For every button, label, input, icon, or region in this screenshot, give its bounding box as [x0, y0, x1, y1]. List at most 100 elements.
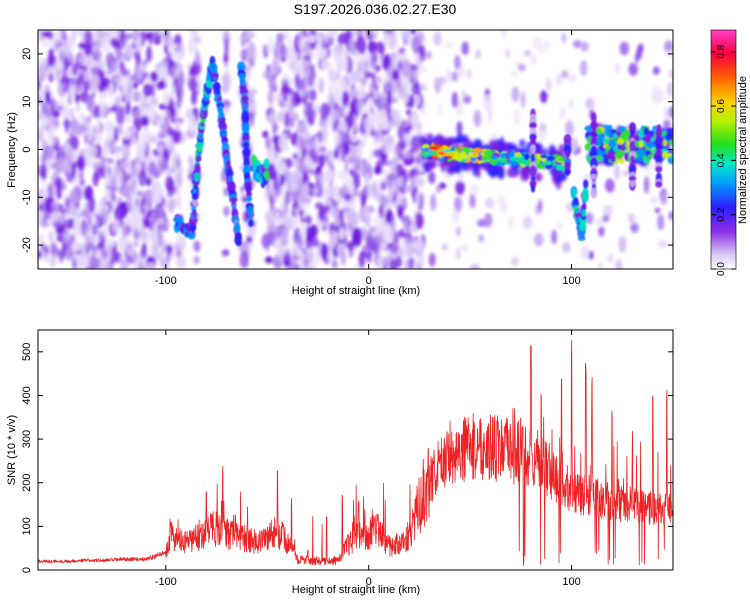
noise-blob: [111, 142, 117, 150]
noise-blob: [221, 249, 230, 257]
colorbar: 0.0 0.2 0.4 0.6 0.8 Normalized spectral ampl…: [710, 29, 749, 276]
noise-blob: [350, 70, 360, 84]
noise-blob: [141, 161, 146, 177]
track-blob: [229, 197, 238, 203]
noise-blob: [91, 108, 96, 118]
noise-blob: [83, 41, 93, 57]
noise-blob: [379, 108, 387, 125]
noise-blob: [156, 230, 164, 248]
band-envelope-blob: [497, 165, 505, 170]
noise-blob: [187, 116, 198, 133]
noise-blob: [517, 63, 526, 72]
band-core-blob: [546, 155, 556, 161]
band-hot-blob: [438, 152, 445, 155]
band-core-blob: [540, 154, 548, 159]
noise-blob: [166, 245, 173, 255]
noise-blob: [339, 227, 345, 240]
noise-blob: [168, 99, 175, 115]
noise-blob: [372, 136, 379, 146]
noise-blob: [188, 155, 194, 165]
noise-blob: [65, 248, 73, 262]
noise-blob: [94, 104, 100, 119]
noise-blob: [222, 78, 231, 92]
noise-blob: [408, 256, 415, 269]
noise-blob: [265, 209, 275, 226]
noise-blob: [291, 65, 301, 75]
noise-blob: [613, 164, 621, 180]
noise-blob: [326, 30, 336, 36]
noise-blob: [246, 41, 256, 56]
band-core-blob: [603, 137, 610, 144]
noise-blob: [478, 234, 484, 243]
track-blob: [655, 166, 663, 173]
noise-blob: [315, 173, 324, 182]
noise-blob: [119, 260, 129, 269]
noise-blob: [45, 145, 56, 161]
noise-blob: [651, 86, 661, 104]
noise-blob: [188, 77, 198, 93]
track-blob: [264, 169, 270, 181]
noise-blob: [99, 260, 105, 269]
noise-blob: [267, 36, 275, 53]
x-tick-label: 0: [366, 576, 372, 588]
noise-blob: [177, 233, 182, 252]
band-core-blob: [519, 155, 525, 162]
track-blob: [243, 166, 251, 174]
noise-blob: [334, 50, 341, 64]
noise-blob: [360, 193, 366, 208]
track-blob: [530, 175, 536, 182]
track-blob: [628, 175, 637, 182]
noise-blob: [398, 228, 405, 239]
noise-blob: [125, 101, 131, 116]
noise-blob: [243, 30, 251, 43]
noise-blob: [366, 182, 372, 200]
noise-blob: [341, 78, 347, 92]
track-blob: [581, 209, 587, 217]
noise-blob: [363, 116, 374, 133]
noise-blob: [340, 145, 346, 163]
track-blob: [589, 157, 598, 170]
noise-blob: [156, 217, 165, 225]
band-core-blob: [624, 152, 629, 162]
noise-blob: [357, 38, 367, 55]
band-envelope-blob: [556, 172, 561, 184]
y-tick-label: 500: [21, 343, 33, 361]
noise-blob: [556, 222, 564, 230]
noise-blob: [79, 171, 84, 180]
noise-blob: [97, 241, 103, 249]
noise-blob: [224, 38, 229, 56]
band-envelope-blob: [550, 146, 555, 155]
noise-blob: [45, 91, 51, 104]
noise-blob: [379, 195, 388, 208]
noise-blob: [299, 88, 305, 98]
noise-blob: [121, 79, 129, 93]
noise-blob: [298, 51, 306, 59]
noise-blob: [129, 74, 137, 82]
band-core-blob: [557, 157, 566, 162]
noise-blob: [124, 91, 132, 109]
band-envelope-blob: [456, 133, 462, 145]
noise-blob: [159, 111, 166, 125]
noise-blob: [311, 186, 319, 195]
noise-blob: [374, 64, 381, 73]
noise-blob: [363, 171, 370, 187]
noise-blob: [167, 198, 175, 214]
track-blob: [195, 154, 202, 163]
noise-blob: [263, 188, 269, 203]
noise-blob: [352, 86, 358, 96]
noise-blob: [76, 154, 86, 172]
noise-blob: [55, 163, 64, 174]
noise-blob: [325, 190, 331, 198]
noise-blob: [540, 90, 548, 104]
noise-blob: [272, 84, 278, 93]
noise-blob: [56, 69, 62, 77]
noise-blob: [107, 120, 116, 134]
noise-blob: [48, 230, 54, 242]
noise-blob: [73, 215, 80, 234]
noise-blob: [91, 223, 99, 236]
noise-blob: [193, 255, 200, 265]
colorbar-tick-label: 0.4: [716, 153, 727, 167]
noise-blob: [101, 35, 111, 53]
noise-blob: [390, 109, 401, 120]
band-core-blob: [609, 139, 617, 148]
